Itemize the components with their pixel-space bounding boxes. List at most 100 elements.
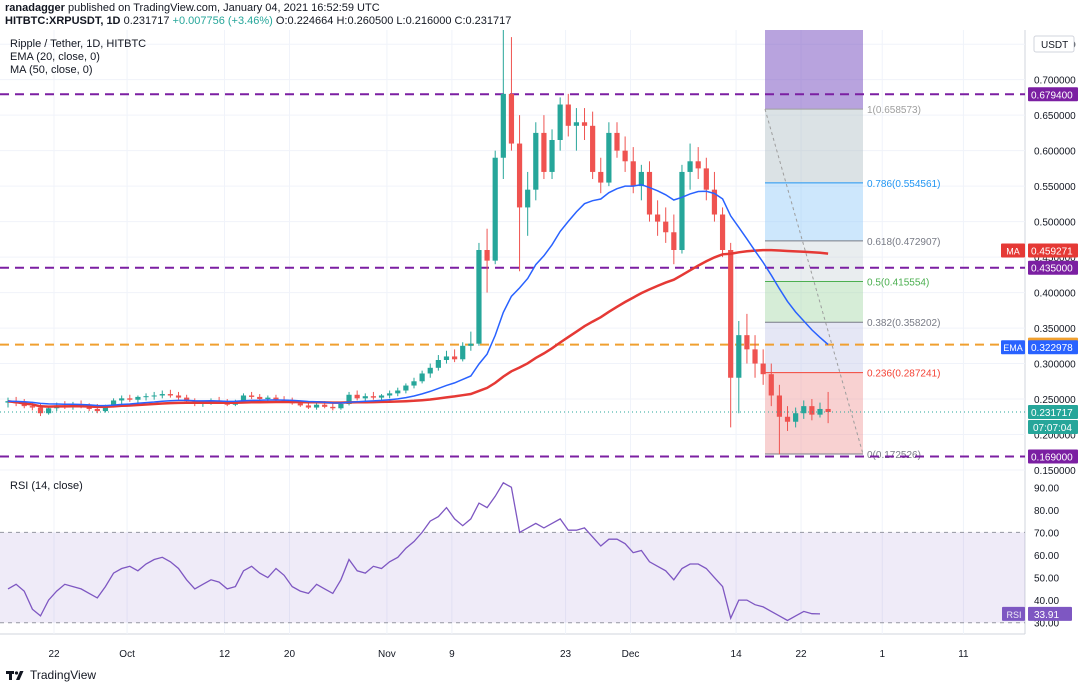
price-axis[interactable]: 0.7500000.7000000.6500000.6000000.550000…	[1001, 35, 1078, 630]
candle-body	[362, 396, 368, 399]
candle-body	[387, 393, 393, 396]
ma-legend: MA (50, close, 0)	[10, 64, 93, 76]
currency-label: USDT	[1041, 40, 1068, 51]
candle-body	[435, 360, 441, 368]
candle-body	[801, 406, 807, 414]
candle-body	[346, 394, 352, 404]
candle-body	[679, 171, 685, 250]
price-tick-label: 0.350000	[1034, 324, 1076, 335]
candle-body	[452, 356, 458, 360]
level-tag	[1028, 87, 1078, 102]
time-tick-label: 20	[284, 649, 296, 660]
candle-body	[370, 396, 376, 398]
candle-body	[476, 250, 482, 344]
price-tick-label: 0.650000	[1034, 111, 1076, 122]
candle-body	[330, 406, 336, 409]
candle-body	[86, 406, 92, 409]
fib-level-label: 0.5(0.415554)	[867, 278, 929, 289]
candle-body	[322, 404, 328, 407]
rsi-legend: RSI (14, close)	[10, 480, 83, 492]
footer-brand[interactable]: TradingView	[30, 668, 97, 682]
indicator-name-tag	[1001, 340, 1025, 355]
candle-body	[460, 345, 466, 360]
candle-body	[167, 394, 173, 396]
candle-body	[573, 122, 579, 126]
candle-body	[630, 161, 636, 187]
fib-zone	[765, 240, 863, 282]
price-tick-label: 0.600000	[1034, 147, 1076, 158]
chart-header: ranadagger published on TradingView.com,…	[0, 0, 1080, 30]
level-tag-label: 0.435000	[1031, 264, 1073, 275]
countdown-label: 07:07:04	[1033, 423, 1072, 434]
candle-body	[492, 157, 498, 261]
candle-body	[606, 132, 612, 183]
candle-body	[378, 395, 385, 398]
candle-body	[159, 394, 165, 396]
fib-level-label: 0.236(0.287241)	[867, 369, 940, 380]
candle-body	[809, 406, 815, 415]
candle-body	[728, 250, 734, 378]
fib-zone	[765, 109, 863, 183]
candle-body	[638, 171, 644, 187]
candle-body	[102, 406, 109, 412]
price-change: +0.007756 (+3.46%)	[172, 15, 273, 27]
candle-body	[516, 143, 523, 208]
price-tag-label: 0.231717	[1031, 408, 1073, 419]
rsi-tick-label: 30.00	[1034, 619, 1059, 630]
rsi-line	[7, 481, 821, 622]
chart-legend: Ripple / Tether, 1D, HITBTC EMA (20, clo…	[10, 38, 146, 492]
rsi-pane	[0, 481, 1025, 624]
candle-body	[541, 132, 547, 172]
candle-body	[711, 189, 718, 215]
rsi-tick-label: 90.00	[1034, 483, 1059, 494]
fibonacci-retracement[interactable]: 1(0.658573) 0.786(0.554561) 0.618(0.472907…	[764, 30, 940, 461]
symbol-line: HITBTC:XRPUSDT, 1D 0.231717 +0.007756 (+…	[5, 15, 511, 28]
price-tag-label: 0.459271	[1031, 247, 1073, 258]
candle-body	[825, 408, 831, 413]
last-price: 0.231717	[123, 15, 170, 27]
candle-body	[549, 140, 555, 172]
candle-body	[687, 161, 693, 172]
rsi-tick-label: 40.00	[1034, 596, 1059, 607]
candle-body	[37, 407, 44, 414]
candle-body	[590, 125, 596, 172]
price-chart[interactable]: 1(0.658573) 0.786(0.554561) 0.618(0.472907…	[0, 30, 1080, 666]
rsi-value-tag	[1028, 606, 1072, 621]
time-tick-label: 1	[879, 649, 885, 660]
fib-zone	[765, 281, 863, 323]
candle-body	[484, 250, 490, 261]
time-tick-label: 22	[795, 649, 807, 660]
price-tick-label: 0.400000	[1034, 289, 1076, 300]
price-tag	[1028, 340, 1078, 355]
time-tick-label: Oct	[119, 649, 135, 660]
candle-body	[403, 385, 409, 391]
candle-body	[411, 381, 417, 386]
candle-body	[655, 214, 661, 222]
candle-body	[175, 395, 182, 398]
time-tick-label: 22	[48, 649, 60, 660]
rsi-tick-label: 80.00	[1034, 506, 1059, 517]
time-axis[interactable]: 22 Oct 12 20 Nov 9 23 Dec 14 22 1 11	[48, 649, 969, 660]
candle-body	[468, 343, 474, 346]
time-tick-label: Nov	[378, 649, 396, 660]
fib-level-label: 0(0.172526)	[867, 450, 921, 461]
candle-body	[744, 335, 750, 350]
grid	[0, 30, 1026, 635]
rsi-value-label: 33.91	[1034, 610, 1059, 621]
candle-body	[395, 390, 401, 394]
candle-body	[622, 150, 628, 162]
candle-body	[240, 395, 247, 402]
candle-body	[663, 221, 669, 233]
ma-50-line	[7, 248, 829, 409]
candle-body	[427, 367, 433, 374]
author-name[interactable]: ranadagger	[5, 2, 65, 14]
candle-body	[614, 132, 620, 151]
fib-projection-box	[765, 30, 863, 110]
published-text: published on TradingView.com, January 04…	[67, 2, 380, 14]
price-tick-label: 0.550000	[1034, 182, 1076, 193]
candle-body	[265, 397, 271, 400]
candle-body	[119, 398, 125, 401]
candle-body	[671, 232, 677, 250]
publish-line: ranadagger published on TradingView.com,…	[5, 2, 380, 15]
symbol-label: HITBTC:XRPUSDT, 1D	[5, 15, 121, 27]
